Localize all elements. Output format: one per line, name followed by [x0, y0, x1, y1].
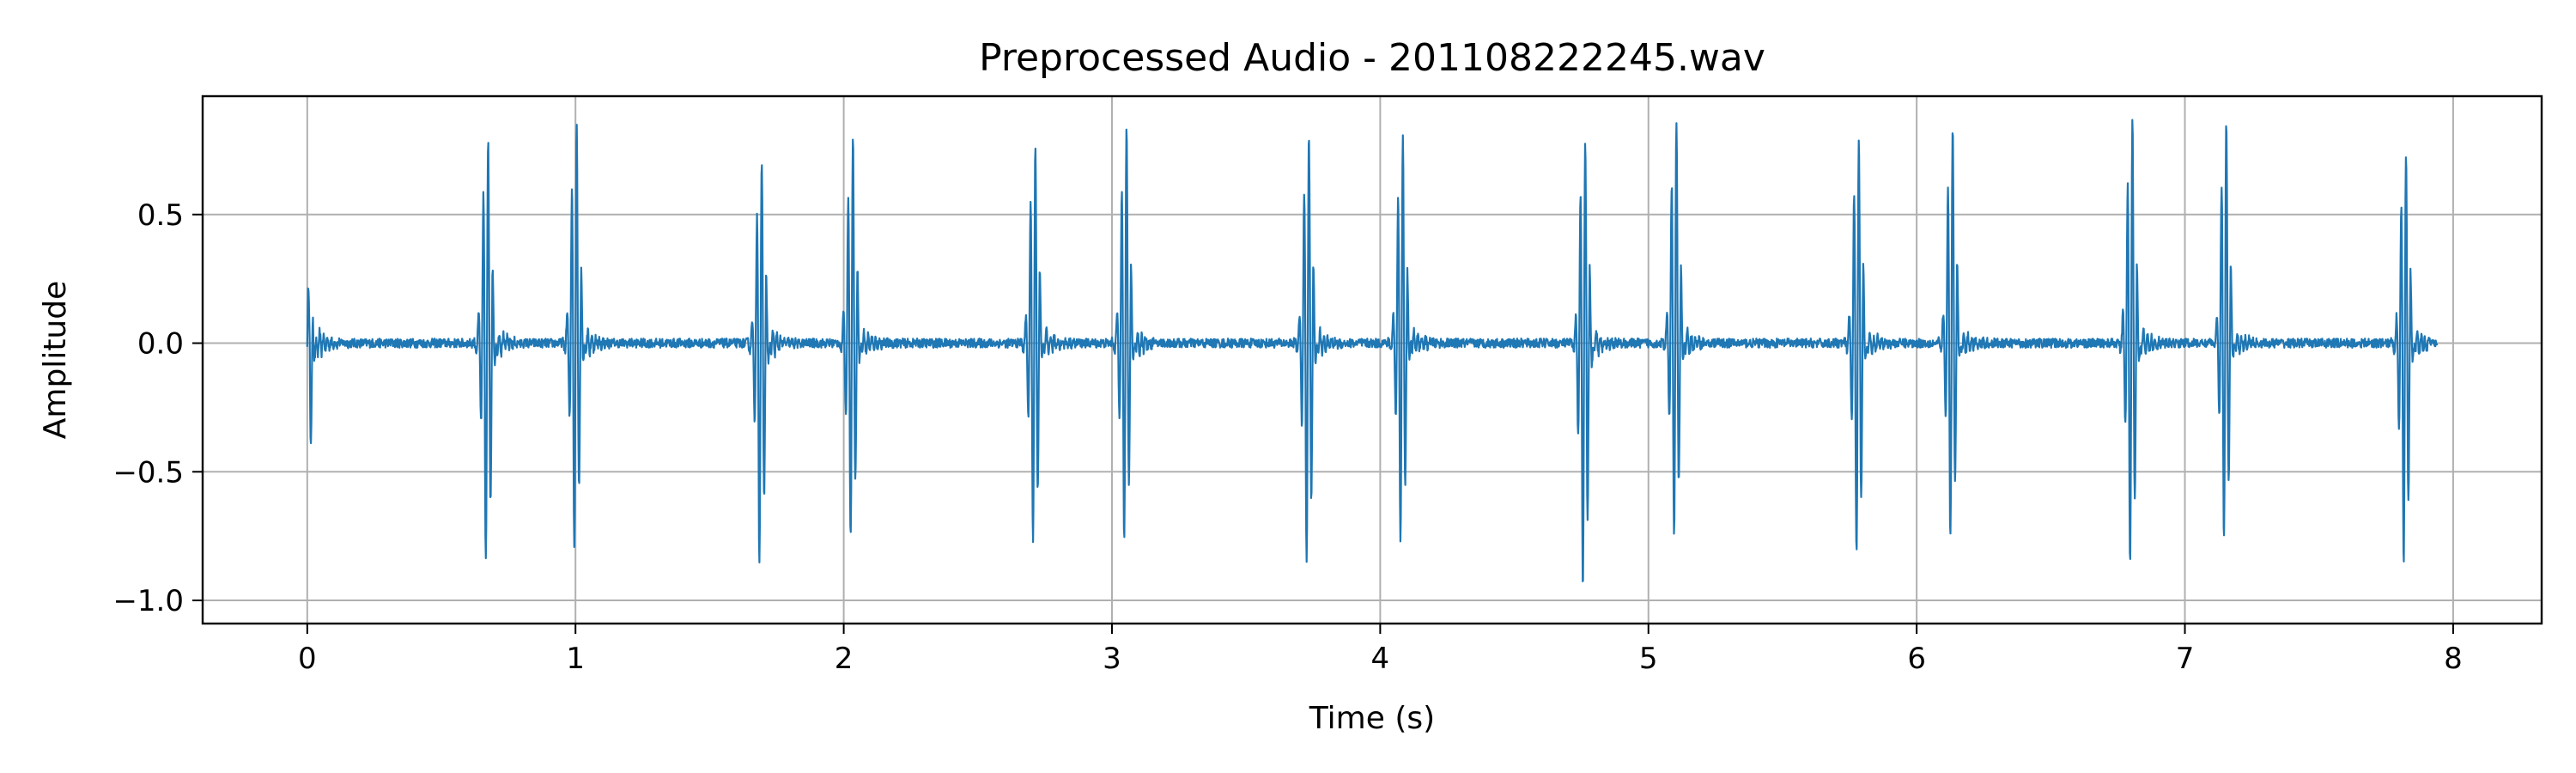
x-tick-label: 6 [1907, 642, 1926, 676]
y-tick-label: −1.0 [112, 584, 184, 618]
ticks: 0 1 2 3 4 5 6 7 8 0.5 0.0 −0.5 −1.0 [112, 198, 2462, 676]
x-tick-label: 7 [2176, 642, 2195, 676]
chart-title: Preprocessed Audio - 201108222245.wav [979, 36, 1765, 80]
waveform-line [306, 119, 2439, 582]
x-tick-label: 5 [1639, 642, 1658, 676]
x-tick-label: 2 [835, 642, 854, 676]
y-tick-label: 0.0 [137, 327, 184, 362]
grid [203, 96, 2542, 624]
x-axis-label: Time (s) [1309, 701, 1435, 736]
y-tick-label: 0.5 [137, 198, 184, 233]
x-tick-label: 8 [2444, 642, 2463, 676]
x-tick-label: 4 [1371, 642, 1390, 676]
x-tick-label: 1 [566, 642, 585, 676]
x-tick-label: 0 [298, 642, 317, 676]
y-axis-label: Amplitude [38, 281, 73, 439]
plot-frame [201, 94, 2543, 625]
x-tick-label: 3 [1103, 642, 1121, 676]
y-tick-label: −0.5 [112, 455, 184, 490]
